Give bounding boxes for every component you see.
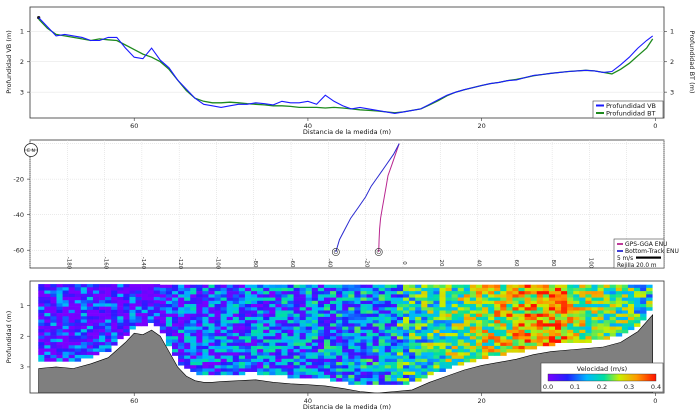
colorbar-title: Velocidad (m/s) bbox=[577, 365, 627, 373]
velocity-y-tick-label: 1 bbox=[20, 302, 24, 310]
track-x-tick-label: -160 bbox=[103, 257, 109, 270]
legend-entry-vb: Profundidad VB bbox=[606, 102, 656, 110]
track-x-tick-label: 80 bbox=[550, 260, 556, 267]
track-x-tick-label: -140 bbox=[140, 257, 146, 270]
track-y-tick-label: -40 bbox=[13, 211, 24, 219]
compass-label: E N bbox=[27, 148, 35, 154]
legend-entry-bt: Profundidad BT bbox=[606, 110, 656, 118]
velocity-x-tick-label: 20 bbox=[477, 397, 485, 405]
track-bottom-track-series bbox=[335, 143, 400, 253]
depth-y-tick-label-right: 1 bbox=[670, 28, 674, 36]
depth-plot-frame bbox=[29, 6, 665, 119]
track-x-tick-label: -40 bbox=[326, 259, 332, 268]
depth-x-tick-label: 0 bbox=[653, 122, 657, 130]
velocity-panel: 60 40 20 0 1 2 3 Distancia de la medida (m) P… bbox=[5, 280, 665, 411]
depth-x-tick-label: 20 bbox=[477, 122, 485, 130]
gps-end-marker bbox=[374, 248, 383, 256]
riverbed-area bbox=[38, 314, 654, 393]
colorbar-tick-label: 0.3 bbox=[624, 383, 634, 391]
track-x-tick-label: 100 bbox=[587, 258, 593, 269]
legend-entry-bottom-track: Bottom-Track ENU bbox=[625, 248, 679, 255]
depth-y-tick-label-left: 3 bbox=[20, 88, 24, 96]
velocity-x-tick-label: 0 bbox=[653, 397, 657, 405]
colorbar-tick-label: 0.0 bbox=[543, 383, 553, 391]
colorbar-tick-label: 0.1 bbox=[570, 383, 580, 391]
depth-x-tick-label: 60 bbox=[130, 122, 138, 130]
velocity-scale-bar bbox=[636, 256, 661, 259]
track-x-tick-label: -180 bbox=[65, 257, 71, 270]
velocity-x-axis-label: Distancia de la medida (m) bbox=[303, 403, 391, 411]
colorbar-gradient bbox=[547, 373, 657, 382]
compass: E N bbox=[24, 143, 38, 157]
velocity-plot-frame bbox=[29, 280, 665, 394]
track-x-tick-label: -60 bbox=[289, 259, 295, 268]
depth-panel: 60 40 20 0 1 1 2 2 3 3 Distancia de la medida (m… bbox=[5, 6, 696, 136]
track-gps-series bbox=[378, 143, 400, 253]
track-y-tick-label: -60 bbox=[13, 247, 24, 255]
depth-y-tick-label-left: 1 bbox=[20, 28, 24, 36]
bottom-track-end-marker bbox=[331, 248, 340, 256]
track-x-tick-label: 40 bbox=[476, 260, 482, 267]
legend-grid-label: Rejilla 20.0 m bbox=[617, 263, 657, 269]
track-x-tick-label: 20 bbox=[438, 260, 444, 267]
colorbar-tick-label: 0.4 bbox=[651, 383, 661, 391]
depth-legend: Profundidad VB Profundidad BT bbox=[592, 100, 664, 119]
track-x-tick-label: -120 bbox=[177, 257, 183, 270]
track-x-tick-label: -20 bbox=[364, 259, 370, 268]
velocity-y-axis-label: Profundidad (m) bbox=[5, 311, 13, 363]
depth-y-tick-label-left: 2 bbox=[20, 58, 24, 66]
depth-y-tick-label-right: 3 bbox=[670, 88, 674, 96]
track-y-tick-label: -20 bbox=[13, 175, 24, 183]
velocity-x-tick-label: 60 bbox=[130, 397, 138, 405]
track-plot-frame bbox=[29, 139, 665, 269]
colorbar: Velocidad (m/s) 0.0 0.1 0.2 0.3 0.4 bbox=[540, 362, 664, 393]
legend-entry-gps: GPS-GGA ENU bbox=[625, 241, 667, 248]
depth-vb-series bbox=[38, 17, 654, 114]
track-x-tick-label: 60 bbox=[513, 260, 519, 267]
track-x-tick-label: -80 bbox=[252, 259, 258, 268]
depth-y-axis-label-right: Profundidad BT (m) bbox=[688, 31, 696, 94]
depth-x-tick-label: 40 bbox=[304, 122, 312, 130]
colorbar-tick-label: 0.2 bbox=[597, 383, 607, 391]
velocity-cells bbox=[38, 284, 653, 385]
track-panel: -180 -160 -140 -120 -100 -80 -60 -40 -20 0 20 40 60 8… bbox=[13, 139, 679, 270]
velocity-y-tick-label: 3 bbox=[20, 363, 24, 371]
velocity-x-tick-label: 40 bbox=[304, 397, 312, 405]
depth-x-axis-label: Distancia de la medida (m) bbox=[303, 128, 391, 136]
track-x-tick-label: 0 bbox=[401, 261, 407, 265]
velocity-y-tick-label: 2 bbox=[20, 333, 24, 341]
depth-y-axis-label-left: Profundidad VB (m) bbox=[5, 30, 13, 93]
track-x-tick-label: -100 bbox=[214, 257, 220, 270]
track-legend: GPS-GGA ENU Bottom-Track ENU 5 m/s Rejil… bbox=[613, 238, 679, 269]
legend-velocity-scale-label: 5 m/s bbox=[617, 256, 633, 262]
depth-y-tick-label-right: 2 bbox=[670, 58, 674, 66]
